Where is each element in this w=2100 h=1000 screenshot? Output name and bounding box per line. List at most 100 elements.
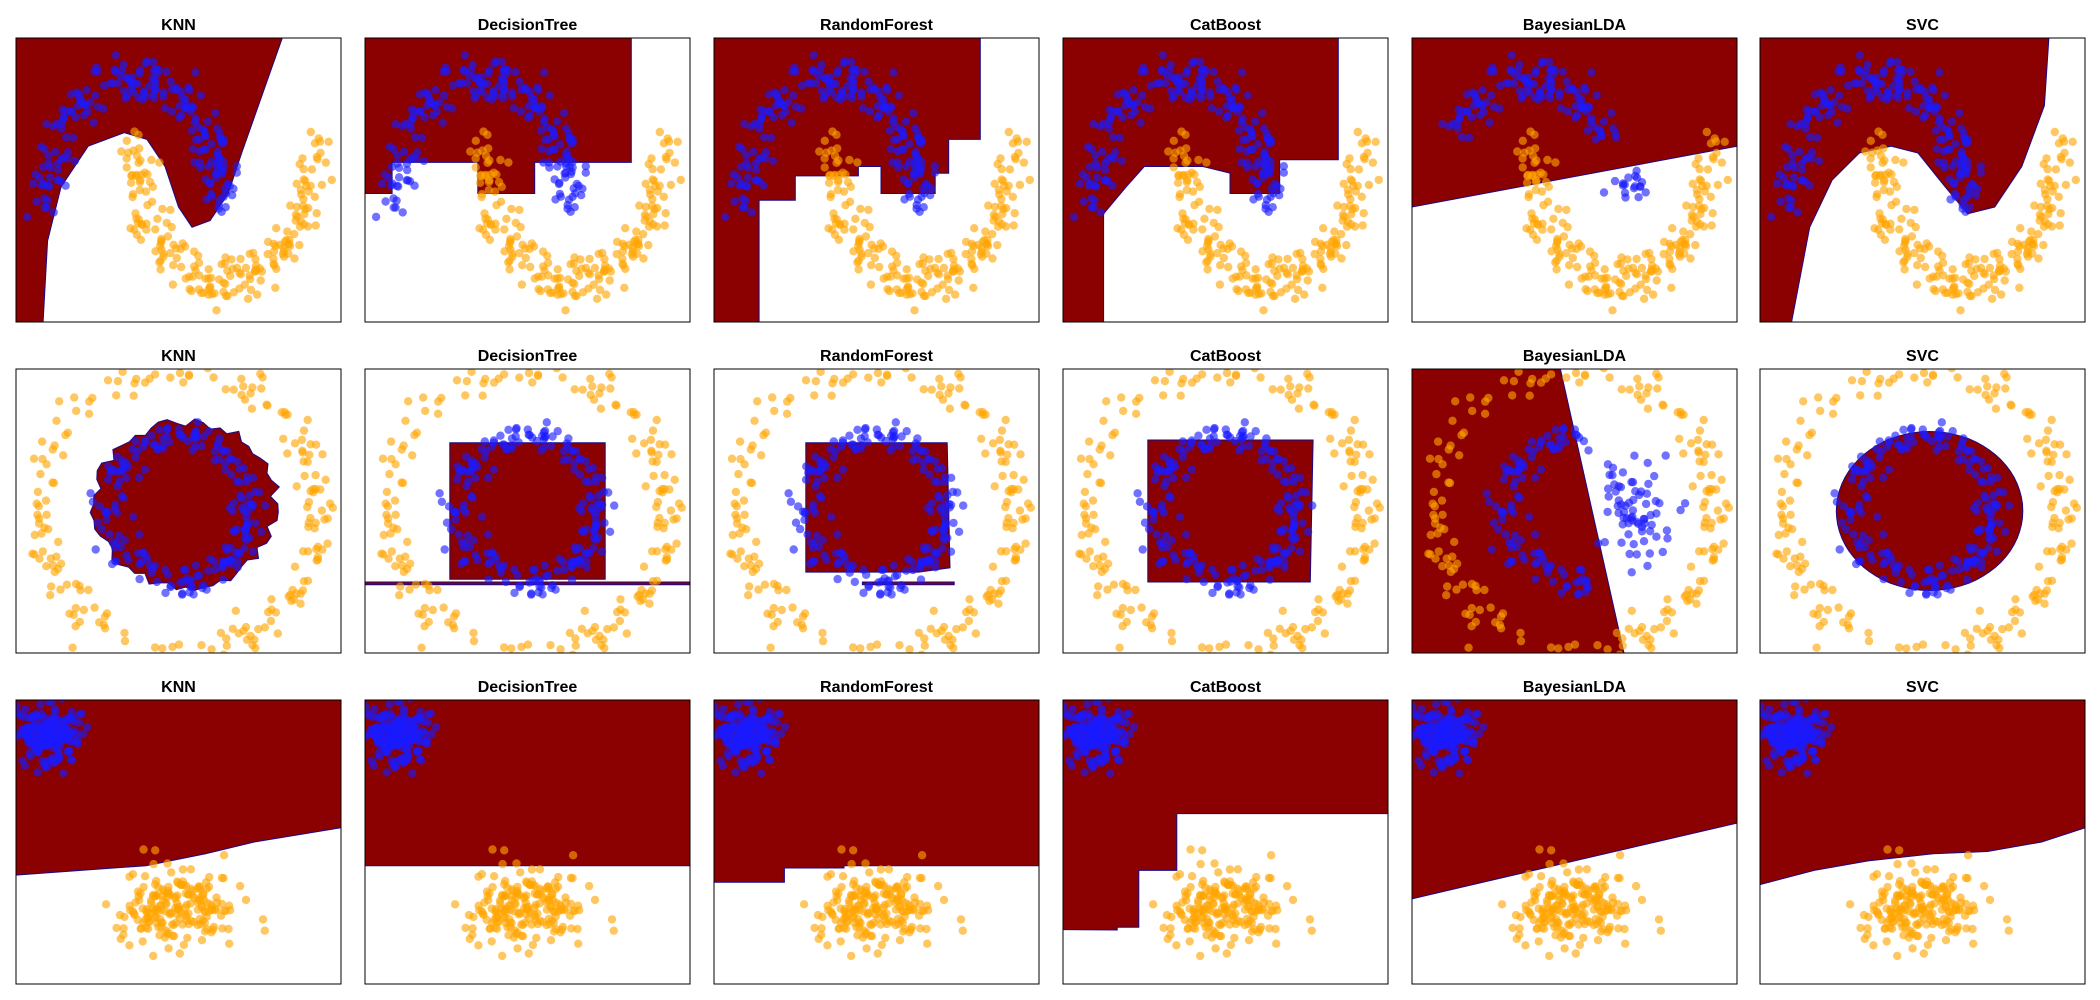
data-point-class-b (1514, 369, 1523, 376)
data-point-class-a (412, 148, 422, 157)
data-point-class-b (1552, 256, 1561, 266)
data-point-class-a (893, 147, 902, 156)
plot-frame (1759, 368, 2086, 654)
data-point-class-a (764, 90, 774, 99)
data-point-class-a (1109, 154, 1119, 163)
data-point-class-a (119, 60, 128, 69)
data-point-class-b (477, 192, 486, 202)
data-point-class-b (1584, 272, 1593, 281)
plot-area (1063, 369, 1388, 653)
data-point-class-b (1642, 285, 1652, 295)
data-point-class-a (1904, 104, 1914, 113)
data-point-class-a (1157, 504, 1166, 514)
data-point-class-a (1237, 158, 1246, 167)
data-point-class-b (1339, 482, 1348, 491)
data-point-class-a (1150, 475, 1160, 484)
data-point-class-b (553, 290, 562, 299)
data-point-class-b (828, 225, 837, 234)
data-point-class-a (891, 122, 901, 131)
data-point-class-b (602, 290, 611, 299)
data-point-class-b (1356, 484, 1365, 494)
data-point-class-b (300, 176, 310, 185)
data-point-class-a (755, 118, 764, 128)
data-point-class-b (1002, 187, 1011, 196)
data-point-class-b (1565, 240, 1574, 249)
data-point-class-b (1079, 499, 1088, 508)
data-point-class-b (1786, 510, 1795, 519)
data-point-class-b (212, 306, 221, 315)
data-point-class-a (218, 563, 227, 572)
data-point-class-b (471, 136, 480, 145)
data-point-class-b (303, 457, 312, 467)
data-point-class-b (1693, 435, 1703, 445)
data-point-class-b (1310, 401, 1319, 410)
data-point-class-b (235, 881, 245, 891)
data-point-class-a (248, 547, 258, 556)
data-point-class-b (1015, 506, 1025, 515)
data-point-class-b (1816, 406, 1825, 416)
data-point-class-a (1584, 446, 1593, 455)
data-point-class-b (222, 634, 231, 643)
data-point-class-a (1238, 442, 1247, 451)
data-point-class-a (1863, 60, 1872, 69)
data-point-class-b (740, 510, 749, 519)
data-point-class-a (1515, 86, 1525, 96)
data-point-class-a (233, 557, 242, 566)
data-point-class-a (820, 458, 829, 468)
data-point-class-a (78, 99, 87, 108)
data-point-class-b (1330, 449, 1339, 458)
data-point-class-b (311, 518, 320, 528)
data-point-class-a (1643, 458, 1652, 468)
data-point-class-a (32, 197, 41, 206)
data-point-class-b (305, 450, 314, 459)
panel-title: DecisionTree (478, 348, 578, 365)
data-point-class-b (290, 562, 300, 571)
data-point-class-b (1319, 224, 1328, 233)
data-point-class-b (208, 905, 217, 914)
data-point-class-a (215, 155, 224, 164)
data-point-class-b (1094, 582, 1103, 591)
data-point-class-b (591, 635, 601, 644)
data-point-class-a (860, 67, 869, 77)
data-point-class-a (1199, 577, 1209, 587)
data-point-class-b (663, 134, 672, 143)
data-point-class-b (246, 389, 255, 398)
data-point-class-b (1523, 171, 1532, 181)
data-point-class-a (567, 575, 577, 584)
data-point-class-b (1973, 288, 1983, 297)
data-point-class-a (446, 524, 456, 534)
data-point-class-b (310, 192, 319, 201)
data-point-class-b (150, 370, 160, 379)
data-point-class-b (1182, 177, 1192, 187)
data-point-class-b (1486, 603, 1495, 612)
data-point-class-a (730, 197, 739, 206)
data-point-class-b (2047, 576, 2057, 585)
data-point-class-b (1788, 525, 1797, 534)
data-point-class-a (384, 173, 393, 182)
data-point-class-b (1014, 485, 1023, 494)
plot-frame (15, 368, 342, 654)
data-point-class-b (1798, 537, 1807, 547)
data-point-class-a (235, 464, 244, 473)
data-point-class-b (1633, 374, 1642, 383)
panel-knn-moons: KNN (15, 17, 342, 323)
data-point-class-b (1294, 404, 1304, 413)
data-point-class-b (471, 163, 480, 172)
data-point-class-b (670, 158, 680, 167)
data-point-class-a (70, 156, 80, 166)
data-point-class-a (935, 494, 944, 503)
data-point-class-a (393, 151, 402, 160)
data-point-class-b (196, 919, 206, 929)
data-point-class-b (1616, 259, 1626, 268)
data-point-class-a (605, 527, 615, 536)
data-point-class-b (1451, 397, 1460, 406)
data-point-class-b (1284, 390, 1293, 400)
plot-area (1063, 38, 1388, 322)
data-point-class-b (1870, 178, 1880, 187)
data-point-class-b (236, 254, 245, 264)
data-point-class-a (394, 163, 404, 172)
data-point-class-b (479, 127, 488, 136)
data-point-class-a (1976, 168, 1986, 177)
data-point-class-a (1837, 518, 1847, 527)
data-point-class-a (575, 543, 584, 553)
